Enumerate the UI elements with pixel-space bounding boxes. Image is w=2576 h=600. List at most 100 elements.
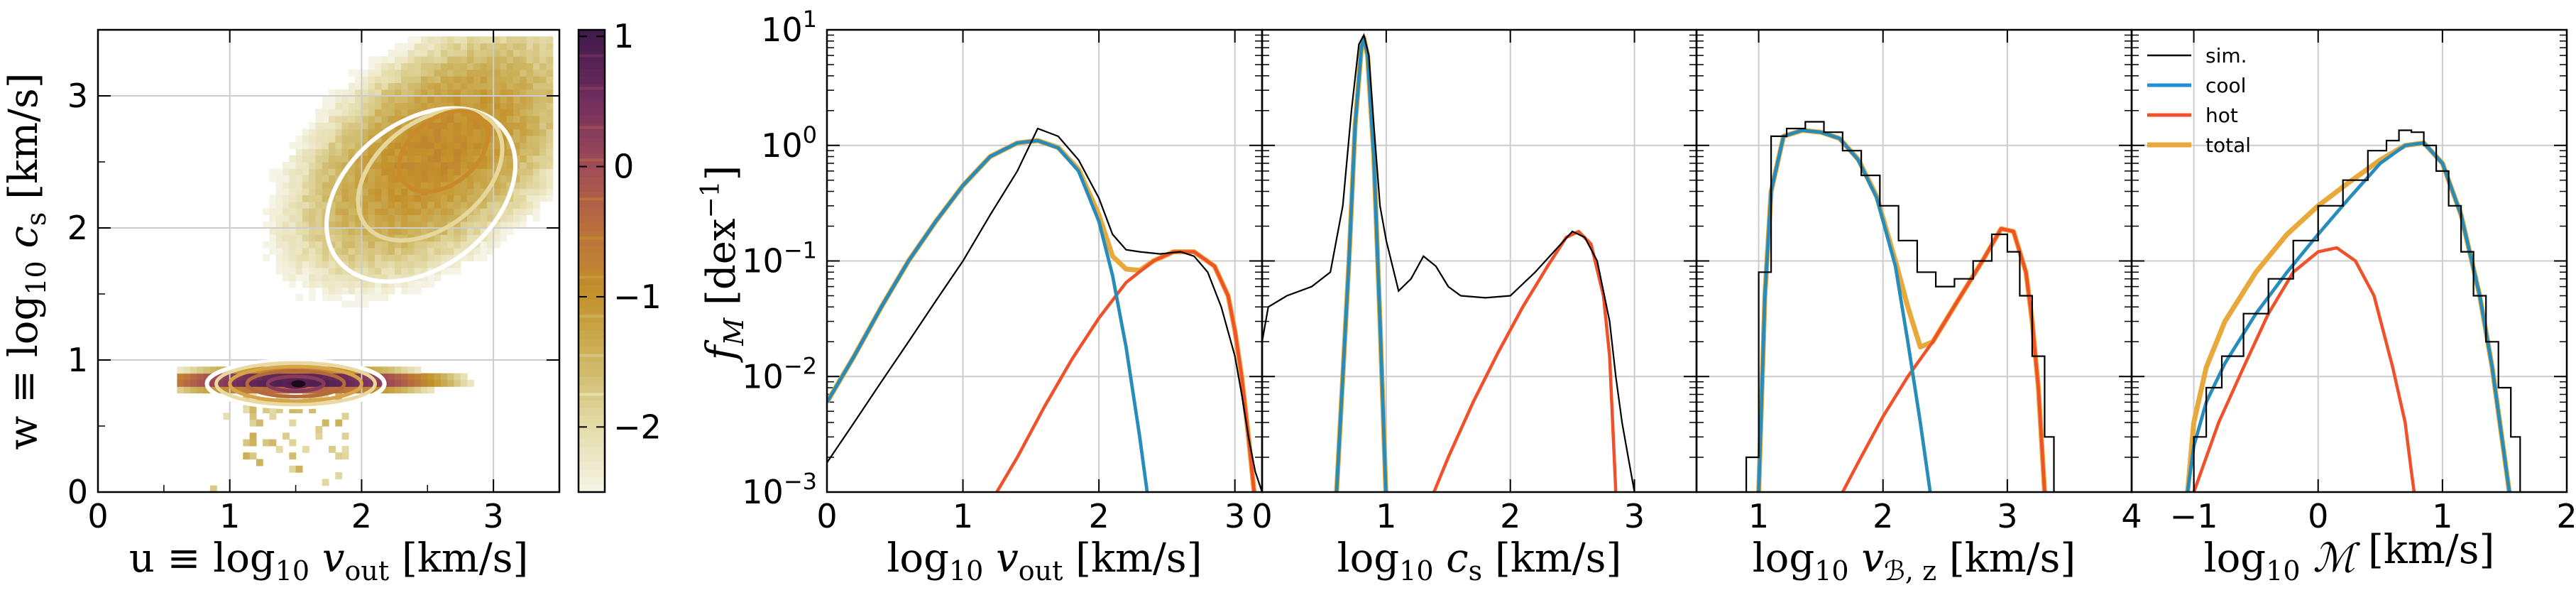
heatmap-cell xyxy=(309,195,316,202)
heatmap-cell xyxy=(440,62,448,70)
heatmap-cell xyxy=(434,195,442,202)
heatmap-cell xyxy=(427,195,435,202)
heatmap-cell xyxy=(388,280,395,288)
heatmap-cell xyxy=(539,109,547,116)
heatmap-cell xyxy=(434,43,442,50)
heatmap-cell xyxy=(434,221,442,229)
x-tick-label: 1 xyxy=(2432,497,2452,535)
heatmap-cell xyxy=(467,135,474,143)
heatmap-cell xyxy=(532,214,540,222)
heatmap-cell xyxy=(375,162,382,169)
heatmap-cell xyxy=(381,214,389,222)
heatmap-cell xyxy=(407,36,415,44)
heatmap-cell xyxy=(467,214,474,222)
heatmap-cell xyxy=(381,267,389,275)
heatmap-cell xyxy=(315,162,323,169)
heatmap-cell xyxy=(473,122,481,130)
series-hot xyxy=(2192,246,2416,492)
heatmap-cell xyxy=(480,69,488,77)
heatmap-cell xyxy=(414,102,422,110)
heatmap-cell xyxy=(546,49,554,57)
heatmap-cell xyxy=(361,162,369,169)
heatmap-cell xyxy=(249,419,257,427)
x-tick-label: 2 xyxy=(1088,497,1109,535)
heatmap-cell xyxy=(539,188,547,196)
heatmap-cell xyxy=(275,195,283,202)
heatmap-cell xyxy=(401,366,408,374)
colorbar-segment xyxy=(579,384,605,393)
heatmap-cell xyxy=(486,56,494,64)
heatmap-cell xyxy=(473,188,481,196)
heatmap-cell xyxy=(513,89,520,97)
heatmap-cell xyxy=(546,162,554,169)
heatmap-cell xyxy=(361,89,369,97)
heatmap-cell xyxy=(361,373,369,381)
heatmap-cell xyxy=(355,379,362,387)
heatmap-cell xyxy=(440,76,448,83)
heatmap-cell xyxy=(236,379,243,387)
heatmap-cell xyxy=(467,148,474,156)
heatmap-cell xyxy=(375,135,382,143)
heatmap-cell xyxy=(434,168,442,176)
heatmap-cell xyxy=(263,221,270,229)
heatmap-cell xyxy=(407,287,415,295)
heatmap-cell xyxy=(309,267,316,275)
heatmap-cell xyxy=(414,162,422,169)
heatmap-cell xyxy=(500,181,508,189)
heatmap-cell xyxy=(275,261,283,268)
heatmap-cell xyxy=(526,188,534,196)
heatmap-cell xyxy=(275,234,283,242)
heatmap-cell xyxy=(401,201,408,209)
heatmap-cell xyxy=(348,300,356,308)
label-part: [km/s] xyxy=(1063,535,1202,582)
heatmap-cell xyxy=(434,89,442,97)
heatmap-cell xyxy=(243,386,251,394)
colorbar-segment xyxy=(579,422,605,432)
heatmap-cell xyxy=(329,208,336,215)
heatmap-cell xyxy=(414,373,422,381)
heatmap-cell xyxy=(427,82,435,90)
heatmap-cell xyxy=(341,102,349,110)
x-tick-label: 1 xyxy=(953,497,973,535)
heatmap-cell xyxy=(480,208,488,215)
heatmap-cell xyxy=(460,135,468,143)
heatmap-cell xyxy=(269,379,277,387)
heatmap-cell xyxy=(532,56,540,64)
heatmap-cell xyxy=(414,228,422,235)
heatmap-cell xyxy=(447,102,454,110)
heatmap-cell xyxy=(486,148,494,156)
heatmap-cell xyxy=(532,109,540,116)
heatmap-cell xyxy=(520,49,527,57)
heatmap-cell xyxy=(401,49,408,57)
heatmap-cell xyxy=(361,102,369,110)
heatmap-cell xyxy=(539,129,547,136)
colorbar-segment xyxy=(579,107,605,116)
heatmap-cell xyxy=(361,96,369,103)
heatmap-cell xyxy=(434,62,442,70)
heatmap-cell xyxy=(480,36,488,44)
heatmap-cell xyxy=(454,208,461,215)
heatmap-cell xyxy=(414,241,422,249)
heatmap-cell xyxy=(322,195,329,202)
heatmap-cell xyxy=(414,386,422,394)
heatmap-cell xyxy=(493,62,500,70)
heatmap-cell xyxy=(526,115,534,123)
heatmap-cell xyxy=(526,102,534,110)
heatmap-cell xyxy=(506,89,514,97)
heatmap-cell xyxy=(368,241,376,249)
heatmap-cell xyxy=(407,379,415,387)
heatmap-cell xyxy=(480,162,488,169)
heatmap-cell xyxy=(368,294,376,301)
heatmap-cell xyxy=(394,208,402,215)
heatmap-cell xyxy=(388,188,395,196)
heatmap-cell xyxy=(401,162,408,169)
heatmap-cell xyxy=(460,201,468,209)
heatmap-cell xyxy=(460,148,468,156)
heatmap-cell xyxy=(302,261,309,268)
heatmap-cell xyxy=(355,76,362,83)
heatmap-cell xyxy=(526,122,534,130)
heatmap-cell xyxy=(414,43,422,50)
tick-exp: 1 xyxy=(803,6,817,33)
heatmap-cell xyxy=(447,96,454,103)
heatmap-cell xyxy=(269,214,277,222)
